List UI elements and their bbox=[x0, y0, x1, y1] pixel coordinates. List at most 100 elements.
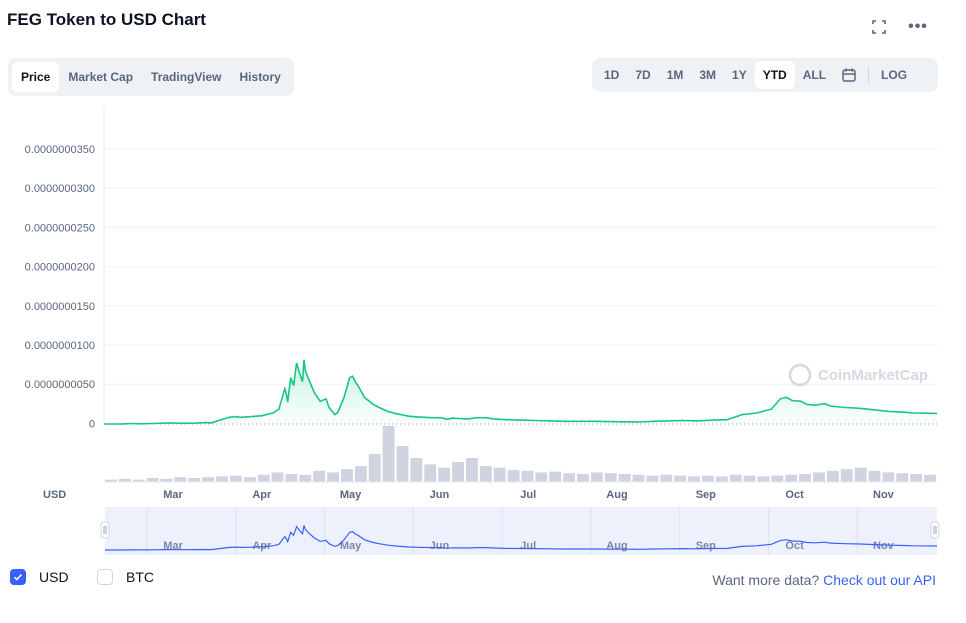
volume-bar bbox=[243, 477, 256, 482]
fullscreen-icon[interactable] bbox=[866, 14, 892, 40]
navigator-month-label: Aug bbox=[606, 540, 627, 552]
navigator-month-label: Sep bbox=[696, 540, 716, 552]
calendar-icon[interactable] bbox=[834, 61, 864, 89]
x-tick-label: Aug bbox=[606, 489, 627, 501]
volume-bar bbox=[896, 473, 909, 482]
range-ytd[interactable]: YTD bbox=[754, 61, 795, 89]
volume-bar bbox=[438, 467, 451, 482]
price-chart: 0.0000000350 0.0000000300 0.0000000250 0.00… bbox=[25, 108, 940, 555]
range-7d[interactable]: 7D bbox=[635, 68, 651, 82]
volume-bar bbox=[910, 474, 923, 482]
volume-bar bbox=[590, 472, 603, 482]
volume-bar bbox=[632, 474, 645, 482]
volume-bar bbox=[563, 473, 576, 482]
btc-label: BTC bbox=[126, 569, 154, 585]
x-tick-label: May bbox=[340, 489, 362, 501]
api-link[interactable]: Check out our API bbox=[823, 572, 936, 588]
volume-bar bbox=[618, 474, 631, 482]
range-navigator[interactable]: Mar Apr May Jun Jul Aug Sep Oct Nov bbox=[100, 507, 940, 555]
navigator-month-label: Apr bbox=[252, 540, 272, 552]
navigator-line bbox=[105, 525, 938, 551]
x-tick-label: Mar bbox=[163, 489, 183, 501]
y-tick-label: 0.0000000350 bbox=[25, 144, 95, 156]
more-icon[interactable]: ••• bbox=[908, 18, 928, 35]
y-axis-labels: 0.0000000350 0.0000000300 0.0000000250 0.00… bbox=[25, 144, 95, 430]
usd-label: USD bbox=[39, 569, 69, 585]
volume-bar bbox=[688, 476, 700, 482]
x-tick-label: Oct bbox=[785, 489, 804, 501]
range-all[interactable]: ALL bbox=[802, 68, 827, 82]
volume-bars bbox=[105, 426, 936, 482]
volume-bar bbox=[604, 473, 617, 482]
volume-bar bbox=[799, 474, 812, 482]
volume-bar bbox=[757, 476, 770, 482]
y-tick-label: 0.0000000100 bbox=[25, 340, 95, 352]
log-scale-toggle[interactable]: LOG bbox=[881, 68, 908, 82]
navigator-month-label: Nov bbox=[873, 540, 895, 552]
range-1m[interactable]: 1M bbox=[666, 68, 684, 82]
volume-bar bbox=[299, 474, 312, 482]
volume-bar bbox=[410, 458, 423, 482]
volume-bar bbox=[729, 474, 742, 482]
volume-bar bbox=[216, 476, 228, 482]
legend-usd[interactable]: USD bbox=[10, 569, 69, 585]
range-1d[interactable]: 1D bbox=[604, 68, 620, 82]
x-tick-label: Apr bbox=[252, 489, 272, 501]
navigator-month-label: May bbox=[340, 540, 362, 552]
coinmarketcap-logo-icon bbox=[788, 363, 812, 387]
volume-bar bbox=[479, 466, 492, 482]
navigator-left-handle[interactable] bbox=[100, 521, 110, 539]
calendar-icon-glyph bbox=[842, 68, 856, 82]
volume-bar bbox=[354, 466, 367, 482]
volume-bar bbox=[146, 478, 159, 482]
volume-bar bbox=[341, 469, 353, 482]
x-tick-label: Sep bbox=[696, 489, 716, 501]
volume-bar bbox=[313, 470, 326, 482]
api-prefix: Want more data? bbox=[712, 572, 824, 588]
volume-bar bbox=[396, 446, 409, 482]
tab-tradingview[interactable]: TradingView bbox=[151, 70, 222, 84]
volume-bar bbox=[160, 478, 173, 482]
volume-bar bbox=[382, 426, 395, 482]
y-tick-label: 0.0000000200 bbox=[25, 262, 95, 274]
tab-history[interactable]: History bbox=[239, 70, 281, 84]
fullscreen-icon-glyph bbox=[872, 20, 886, 34]
volume-bar bbox=[826, 470, 839, 482]
volume-bar bbox=[771, 475, 784, 482]
x-tick-label: Nov bbox=[873, 489, 895, 501]
volume-bar bbox=[202, 477, 215, 482]
volume-bar bbox=[507, 470, 520, 482]
chart-gridlines bbox=[104, 148, 937, 385]
volume-bar bbox=[674, 475, 687, 482]
navigator-month-label: Mar bbox=[163, 540, 183, 552]
volume-bar bbox=[368, 454, 381, 482]
volume-bar bbox=[188, 478, 201, 482]
legend-btc[interactable]: BTC bbox=[97, 569, 154, 585]
time-range-selector: 1D 7D 1M 3M 1Y YTD ALL LOG bbox=[592, 58, 938, 92]
range-3m[interactable]: 3M bbox=[699, 68, 717, 82]
tab-price[interactable]: Price bbox=[12, 62, 60, 92]
volume-bar bbox=[646, 475, 659, 482]
volume-bar bbox=[535, 472, 548, 482]
navigator-right-handle[interactable] bbox=[930, 521, 940, 539]
volume-bar bbox=[743, 475, 756, 482]
chart-watermark: CoinMarketCap bbox=[788, 363, 928, 387]
navigator-month-label: Oct bbox=[785, 540, 804, 552]
volume-bar bbox=[715, 476, 728, 482]
btc-checkbox[interactable] bbox=[97, 569, 113, 585]
volume-bar bbox=[660, 474, 673, 482]
volume-bar bbox=[465, 458, 478, 482]
usd-checkbox[interactable] bbox=[10, 569, 26, 585]
volume-bar bbox=[174, 477, 187, 482]
tab-market-cap[interactable]: Market Cap bbox=[68, 70, 134, 84]
check-icon bbox=[13, 573, 23, 581]
volume-bar bbox=[924, 474, 936, 482]
price-area-fill bbox=[104, 359, 937, 424]
x-axis-labels: Mar Apr May Jun Jul Aug Sep Oct Nov bbox=[163, 489, 894, 501]
range-divider bbox=[868, 66, 870, 84]
range-1y[interactable]: 1Y bbox=[732, 68, 747, 82]
navigator-month-label: Jul bbox=[520, 540, 536, 552]
volume-bar bbox=[701, 475, 714, 482]
volume-bar bbox=[882, 472, 895, 482]
volume-bar bbox=[229, 475, 242, 482]
